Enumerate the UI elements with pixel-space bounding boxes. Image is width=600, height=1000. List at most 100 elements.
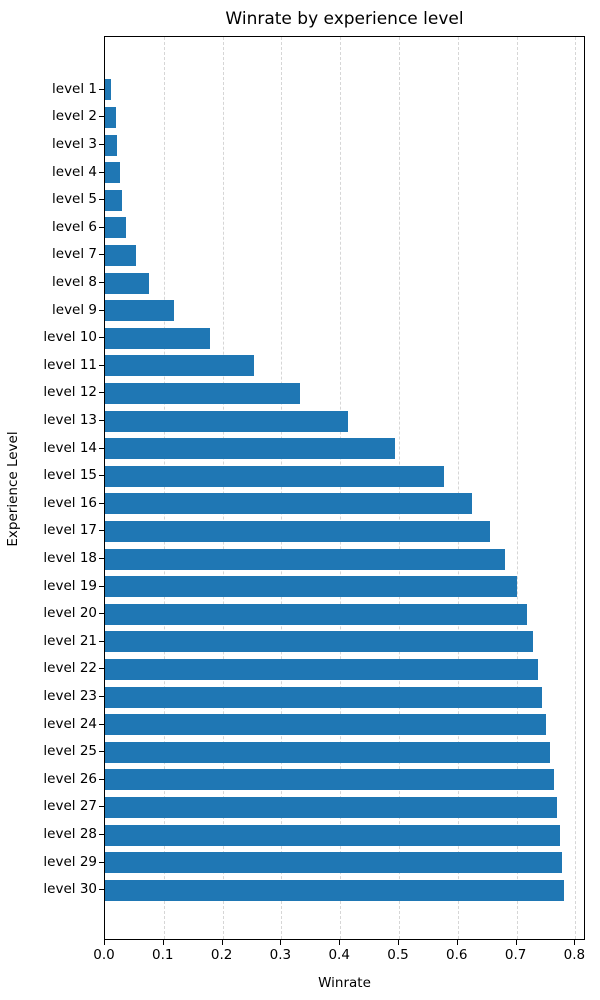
y-tick-label: level 6	[52, 218, 97, 235]
bar-level-21	[105, 631, 534, 653]
y-tick-mark	[99, 889, 104, 891]
bar-level-19	[105, 576, 517, 598]
bar-level-23	[105, 686, 543, 708]
gridline	[575, 37, 577, 939]
y-tick-mark	[99, 751, 104, 753]
y-tick-label: level 17	[43, 522, 97, 539]
bar-level-27	[105, 796, 558, 818]
plot-area	[104, 36, 585, 940]
y-tick-mark	[99, 475, 104, 477]
gridline	[222, 37, 224, 939]
x-tick-mark	[221, 940, 223, 945]
y-tick-label: level 5	[52, 191, 97, 208]
y-tick-mark	[99, 861, 104, 863]
bar-level-18	[105, 548, 506, 570]
bar-level-13	[105, 410, 348, 432]
y-tick-label: level 7	[52, 246, 97, 263]
y-tick-mark	[99, 502, 104, 504]
y-tick-label: level 2	[52, 108, 97, 125]
bar-level-25	[105, 741, 551, 763]
y-tick-mark	[99, 199, 104, 201]
y-tick-mark	[99, 309, 104, 311]
y-tick-label: level 15	[43, 467, 97, 484]
bar-level-6	[105, 217, 127, 239]
bar-level-1	[105, 79, 112, 101]
y-tick-label: level 23	[43, 688, 97, 704]
bar-level-16	[105, 493, 472, 515]
bar-level-15	[105, 465, 445, 487]
x-tick-label: 0.8	[563, 947, 586, 963]
gridline	[163, 37, 165, 939]
x-tick-mark	[104, 940, 105, 945]
y-tick-mark	[99, 254, 104, 256]
bar-level-28	[105, 824, 561, 846]
y-tick-label: level 25	[43, 743, 97, 760]
y-tick-label: level 30	[43, 881, 97, 898]
chart-title: Winrate by experience level	[225, 9, 464, 29]
x-tick-mark	[515, 940, 517, 945]
y-tick-mark	[99, 668, 104, 670]
bar-level-2	[105, 106, 117, 128]
x-tick-mark	[456, 940, 458, 945]
gridline	[516, 37, 518, 939]
x-tick-label: 0.1	[152, 947, 174, 963]
y-tick-label: level 8	[52, 274, 97, 290]
y-tick-mark	[99, 640, 104, 642]
y-tick-label: level 10	[43, 329, 97, 346]
x-tick-label: 0.2	[210, 947, 233, 963]
x-axis-label: Winrate	[318, 975, 371, 991]
y-tick-label: level 29	[43, 853, 97, 870]
x-tick-label: 0.3	[269, 947, 292, 963]
y-tick-label: level 20	[43, 605, 97, 622]
y-tick-mark	[99, 723, 104, 725]
y-tick-mark	[99, 364, 104, 366]
x-tick-label: 0.4	[328, 947, 350, 963]
x-tick-mark	[339, 940, 341, 945]
y-tick-mark	[99, 834, 104, 835]
x-tick-label: 0.5	[387, 947, 409, 963]
bar-level-29	[105, 852, 563, 874]
x-tick-label: 0.7	[504, 947, 527, 963]
bar-level-3	[105, 134, 118, 156]
bar-level-17	[105, 520, 491, 542]
y-tick-label: level 9	[52, 301, 97, 318]
y-tick-label: level 12	[43, 384, 97, 401]
y-tick-label: level 21	[43, 632, 97, 649]
y-tick-label: level 4	[52, 163, 97, 180]
x-tick-mark	[280, 940, 282, 945]
y-tick-label: level 11	[43, 356, 97, 373]
y-tick-label: level 16	[43, 494, 97, 511]
y-tick-label: level 13	[43, 412, 97, 428]
y-tick-mark	[99, 420, 104, 421]
bar-level-12	[105, 382, 301, 404]
bar-level-7	[105, 244, 136, 266]
gridline	[281, 37, 283, 939]
y-axis-label: Experience Level	[5, 431, 21, 547]
bar-level-10	[105, 327, 211, 349]
y-tick-mark	[99, 558, 104, 559]
x-tick-label: 0.6	[446, 947, 468, 963]
y-tick-mark	[99, 778, 104, 780]
y-tick-label: level 22	[43, 660, 97, 677]
bar-level-24	[105, 714, 546, 736]
y-tick-label: level 26	[43, 770, 97, 787]
y-tick-mark	[99, 585, 104, 587]
bar-level-20	[105, 603, 527, 625]
y-tick-mark	[99, 282, 104, 283]
x-tick-mark	[398, 940, 399, 945]
gridline	[399, 37, 400, 939]
bar-level-22	[105, 658, 539, 680]
y-tick-mark	[99, 806, 104, 808]
y-tick-label: level 19	[43, 577, 97, 594]
y-tick-label: level 14	[43, 439, 97, 456]
y-tick-mark	[99, 116, 104, 118]
y-tick-mark	[99, 696, 104, 697]
y-tick-label: level 24	[43, 715, 97, 732]
bar-level-26	[105, 769, 555, 791]
y-tick-label: level 1	[52, 80, 97, 97]
y-tick-label: level 3	[52, 136, 97, 152]
bar-level-30	[105, 879, 564, 901]
y-tick-mark	[99, 88, 104, 90]
y-tick-label: level 18	[43, 550, 97, 566]
